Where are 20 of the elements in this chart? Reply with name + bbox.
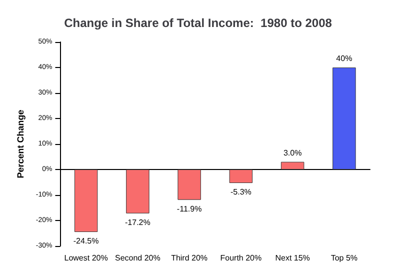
bar [74, 170, 98, 232]
data-label: -11.9% [176, 204, 202, 214]
data-label: -17.2% [125, 218, 150, 227]
data-label: 3.0% [283, 148, 302, 158]
bar [178, 170, 201, 200]
data-label: -5.3% [230, 188, 252, 197]
x-tick-label: Second 20% [114, 254, 160, 262]
bar [229, 170, 253, 184]
data-label: 40% [336, 54, 352, 63]
x-tick-label: Fourth 20% [220, 254, 262, 262]
x-tick-label: Lowest 20% [64, 254, 108, 262]
chart-title: Change in Share of Total Income: 1980 to 2008 [64, 16, 332, 30]
data-label: -24.5% [73, 236, 99, 246]
bar [332, 68, 356, 170]
bar [280, 162, 304, 170]
x-tick-label: Top 5% [330, 254, 358, 262]
y-axis-title: Percent Change [16, 110, 26, 178]
x-tick-label: Next 15% [275, 254, 310, 262]
x-tick-label: Third 20% [171, 254, 208, 262]
bar [126, 170, 150, 214]
